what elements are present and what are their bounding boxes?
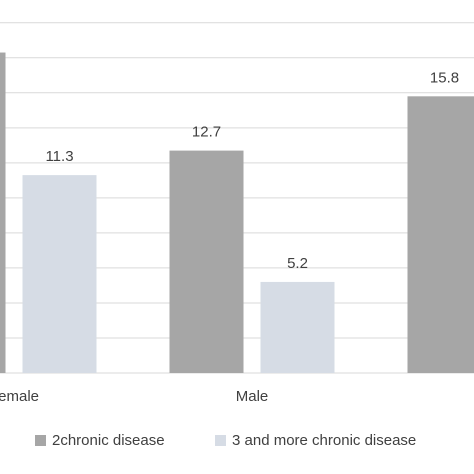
bar	[169, 150, 244, 373]
legend-swatch	[215, 435, 226, 446]
bar	[0, 52, 6, 373]
data-label: 11.3	[45, 148, 73, 165]
legend-label: 2chronic disease	[52, 432, 165, 449]
legend-swatch	[35, 435, 46, 446]
x-tick-label: Female	[0, 388, 39, 405]
bar	[260, 281, 335, 373]
legend-label: 3 and more chronic disease	[232, 432, 416, 449]
bar	[407, 96, 474, 374]
data-label: 5.2	[287, 255, 308, 272]
data-label: 15.8	[430, 69, 459, 86]
data-label: 12.7	[192, 124, 221, 141]
x-tick-label: Male	[236, 388, 269, 405]
bar	[22, 175, 97, 373]
